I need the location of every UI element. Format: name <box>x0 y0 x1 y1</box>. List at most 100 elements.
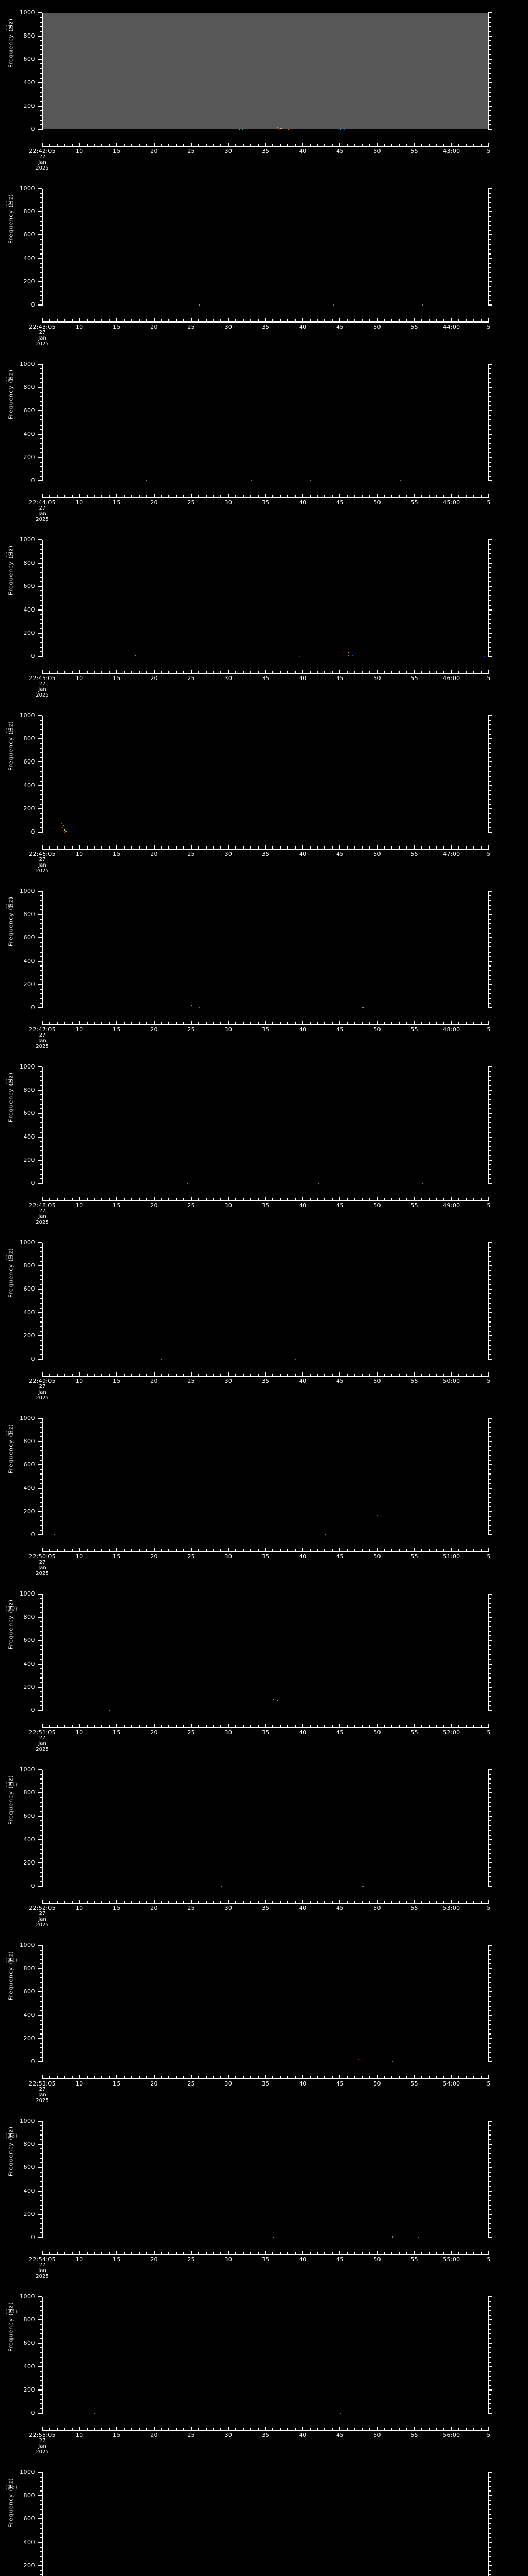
y-axis-minor-tick <box>40 2569 42 2571</box>
y-axis-tick <box>38 761 42 763</box>
data-point <box>221 1885 222 1887</box>
x-axis-minor-tick <box>235 1725 237 1727</box>
y-axis-minor-tick-right <box>488 1307 491 1309</box>
y-axis-minor-tick <box>40 1797 42 1799</box>
date-line: Jan <box>38 335 46 341</box>
y-axis-minor-tick-right <box>488 1672 491 1674</box>
x-axis-minor-tick <box>86 1549 88 1552</box>
data-point <box>61 827 63 828</box>
y-axis-minor-tick <box>40 1506 42 1507</box>
x-axis-tick <box>265 1372 266 1376</box>
y-axis-minor-tick-right <box>488 1173 491 1175</box>
y-axis-minor-tick-right <box>488 424 491 426</box>
x-axis-minor-tick <box>272 1198 274 1200</box>
y-axis-tick-right <box>488 1968 492 1970</box>
x-axis-minor-tick <box>108 144 110 146</box>
x-axis-minor-tick <box>279 671 281 673</box>
y-axis-minor-tick <box>40 544 42 546</box>
date-line: 2025 <box>36 1395 49 1401</box>
y-axis-tick <box>38 715 42 716</box>
x-axis-minor-tick <box>384 1725 385 1727</box>
y-axis-minor-tick-right <box>488 2033 491 2035</box>
y-axis-spine-right <box>488 1594 489 1711</box>
y-axis-minor-tick <box>40 1820 42 1822</box>
y-axis-minor-tick-right <box>488 40 491 42</box>
x-axis-tick-label: 10 <box>75 1202 84 1209</box>
data-point <box>276 127 278 128</box>
x-axis-tick-label: 45 <box>336 1905 344 1911</box>
y-axis-minor-tick <box>40 1460 42 1461</box>
y-axis-minor-tick-right <box>488 382 491 384</box>
x-axis-minor-tick <box>257 319 259 322</box>
y-axis-minor-tick-right <box>488 1645 491 1646</box>
x-axis-tick-label: 25 <box>187 2080 195 2087</box>
x-axis-tick-label: 55 <box>410 1378 418 1384</box>
date-line: Jan <box>38 2268 46 2274</box>
x-axis-tick <box>227 2427 229 2430</box>
x-axis-minor-tick <box>123 1198 125 1200</box>
x-axis-minor-tick <box>56 1022 58 1025</box>
y-axis-tick-label: 600 <box>23 1637 35 1644</box>
x-axis-minor-tick <box>279 144 281 146</box>
data-point <box>109 1710 110 1711</box>
x-axis-tick-label: 10 <box>75 1553 84 1560</box>
y-axis-minor-tick-right <box>488 1977 491 1979</box>
x-axis-minor-tick <box>212 1901 214 1903</box>
x-axis-tick <box>302 1197 304 1200</box>
x-axis-minor-tick <box>94 1374 95 1376</box>
x-axis-tick-label: 20 <box>150 148 158 155</box>
y-axis-tick <box>38 1968 42 1970</box>
y-axis-minor-tick-right <box>488 600 491 601</box>
x-axis-minor-tick <box>183 1901 185 1903</box>
data-point <box>340 129 341 130</box>
y-axis-minor-tick <box>40 826 42 828</box>
x-axis-tick <box>227 494 229 498</box>
x-axis-minor-tick <box>354 671 356 673</box>
x-axis-minor-tick <box>481 1198 482 1200</box>
data-point <box>273 1699 274 1700</box>
y-axis-spine-right <box>488 1945 489 2062</box>
y-axis-tick-right <box>488 832 492 833</box>
y-axis-minor-tick <box>40 581 42 583</box>
y-axis-tick-right <box>488 2061 492 2062</box>
x-axis-minor-tick <box>458 671 460 673</box>
x-axis-tick <box>488 2427 489 2430</box>
y-axis-tick-label: 0 <box>31 828 35 835</box>
x-axis-minor-tick <box>71 1374 73 1376</box>
x-axis-tick <box>376 2075 378 2079</box>
x-axis-tick <box>190 143 192 146</box>
x-axis-minor-tick <box>212 1549 214 1552</box>
x-axis-minor-tick <box>183 319 185 322</box>
y-axis-tick-right <box>488 2121 492 2122</box>
y-axis-minor-tick <box>40 438 42 439</box>
x-axis-minor-tick <box>354 1198 356 1200</box>
y-axis-minor-tick-right <box>488 905 491 906</box>
y-axis-minor-tick <box>40 946 42 948</box>
y-axis-minor-tick-right <box>488 2227 491 2229</box>
x-axis-minor-tick <box>138 671 140 673</box>
x-axis-minor-tick <box>272 319 274 322</box>
x-axis-tick <box>339 1372 341 1376</box>
x-axis-minor-tick <box>279 1549 281 1552</box>
y-axis-tick <box>38 937 42 939</box>
y-axis-minor-tick-right <box>488 637 491 638</box>
x-axis-minor-tick <box>428 1374 430 1376</box>
y-axis-tick <box>38 387 42 388</box>
y-axis-minor-tick-right <box>488 438 491 439</box>
x-axis-minor-tick <box>64 319 65 322</box>
y-axis-tick-label: 400 <box>23 782 35 789</box>
y-axis-minor-tick <box>40 230 42 231</box>
data-point <box>392 2236 393 2238</box>
y-axis-minor-tick <box>40 1122 42 1124</box>
x-axis-minor-tick <box>346 2428 348 2430</box>
y-axis-minor-tick <box>40 933 42 934</box>
y-axis-minor-tick <box>40 1996 42 1997</box>
y-axis-tick-right <box>488 539 492 540</box>
y-axis-tick-label: 600 <box>23 1110 35 1117</box>
y-axis-minor-tick-right <box>488 26 491 28</box>
y-axis-minor-tick <box>40 604 42 606</box>
x-axis-minor-tick <box>287 671 289 673</box>
y-axis-tick-right <box>488 2014 492 2016</box>
y-axis-minor-tick <box>40 1501 42 1503</box>
y-axis-tick-right <box>488 1769 492 1770</box>
